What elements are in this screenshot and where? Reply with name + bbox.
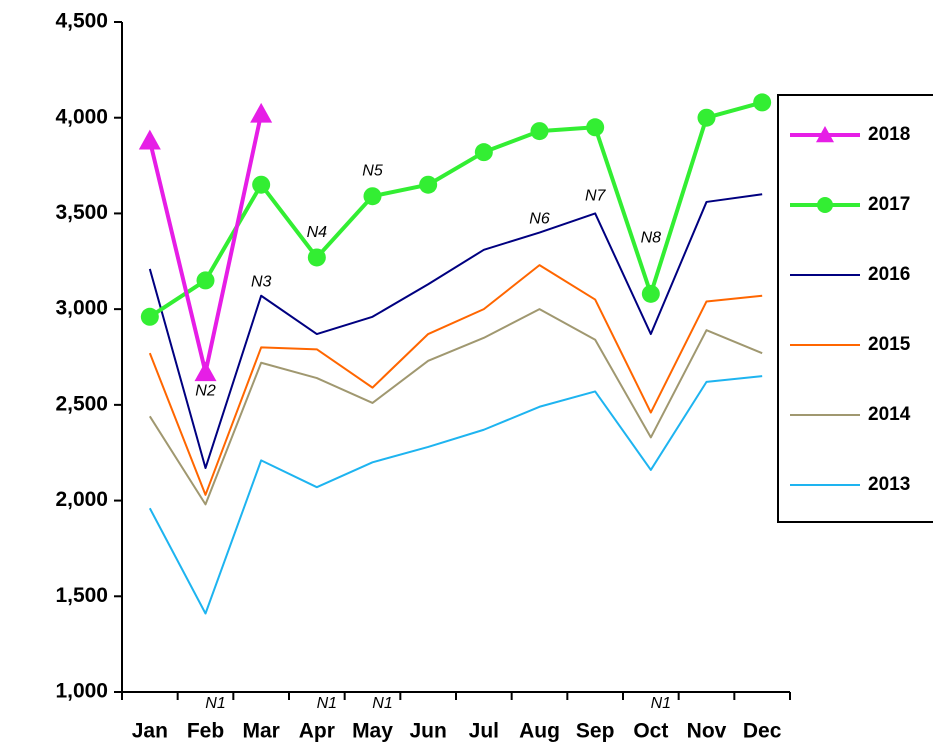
x-tick-label: Jul <box>469 720 499 743</box>
point <box>307 248 326 267</box>
annotation: N1 <box>651 695 671 712</box>
series-line <box>148 264 763 496</box>
y-tick-label: 4,500 <box>55 10 108 33</box>
y-tick-label: 4,000 <box>55 105 108 128</box>
legend-label: 2017 <box>868 194 910 215</box>
annotation: N3 <box>251 274 272 291</box>
x-tick-label: Aug <box>519 720 560 743</box>
legend-label: 2018 <box>868 124 910 145</box>
annotation: N6 <box>529 210 550 227</box>
annotation: N1 <box>205 695 225 712</box>
x-tick-label: May <box>352 720 393 743</box>
series-line <box>148 100 763 319</box>
series-line <box>148 308 763 506</box>
point <box>363 187 382 206</box>
legend-marker <box>816 126 834 143</box>
legend: 2018 2017 2016 2015 2014 2013 <box>777 94 933 523</box>
annotation: N8 <box>641 230 662 247</box>
series-line <box>148 375 763 615</box>
y-tick-label: 1,000 <box>55 680 108 703</box>
x-tick-label: Dec <box>743 720 782 743</box>
annotation: N2 <box>195 383 216 400</box>
point <box>753 93 772 112</box>
point <box>697 108 716 127</box>
point <box>586 118 605 137</box>
x-tick-label: Jan <box>132 720 168 743</box>
y-tick-label: 3,000 <box>55 297 108 320</box>
legend-marker <box>817 197 833 213</box>
legend-box <box>777 94 933 523</box>
x-tick-label: Nov <box>687 720 727 743</box>
annotation: N1 <box>372 695 392 712</box>
legend-label: 2016 <box>868 264 910 285</box>
point <box>196 271 215 290</box>
point <box>250 102 273 123</box>
x-tick-label: Apr <box>299 720 335 743</box>
x-tick-label: Feb <box>187 720 224 743</box>
point <box>252 175 271 194</box>
point <box>641 284 660 303</box>
annotation: N4 <box>307 224 328 241</box>
point <box>419 175 438 194</box>
legend-label: 2014 <box>868 404 911 425</box>
annotation: N5 <box>362 163 383 180</box>
point <box>194 361 217 382</box>
annotation: N7 <box>585 187 607 204</box>
point <box>140 307 159 326</box>
point <box>530 122 549 141</box>
y-tick-label: 2,000 <box>55 488 108 511</box>
x-tick-label: Jun <box>409 720 446 743</box>
x-tick-label: Oct <box>633 720 668 743</box>
y-tick-label: 3,500 <box>55 201 108 224</box>
y-tick-label: 1,500 <box>55 584 108 607</box>
point <box>474 143 493 162</box>
annotation: N1 <box>317 695 337 712</box>
y-tick-label: 2,500 <box>55 392 108 415</box>
series-line <box>148 193 763 470</box>
legend-label: 2013 <box>868 474 910 495</box>
x-tick-label: Mar <box>242 720 279 743</box>
series-line <box>147 113 264 375</box>
x-tick-label: Sep <box>576 720 615 743</box>
point <box>138 129 161 150</box>
legend-label: 2015 <box>868 334 911 355</box>
